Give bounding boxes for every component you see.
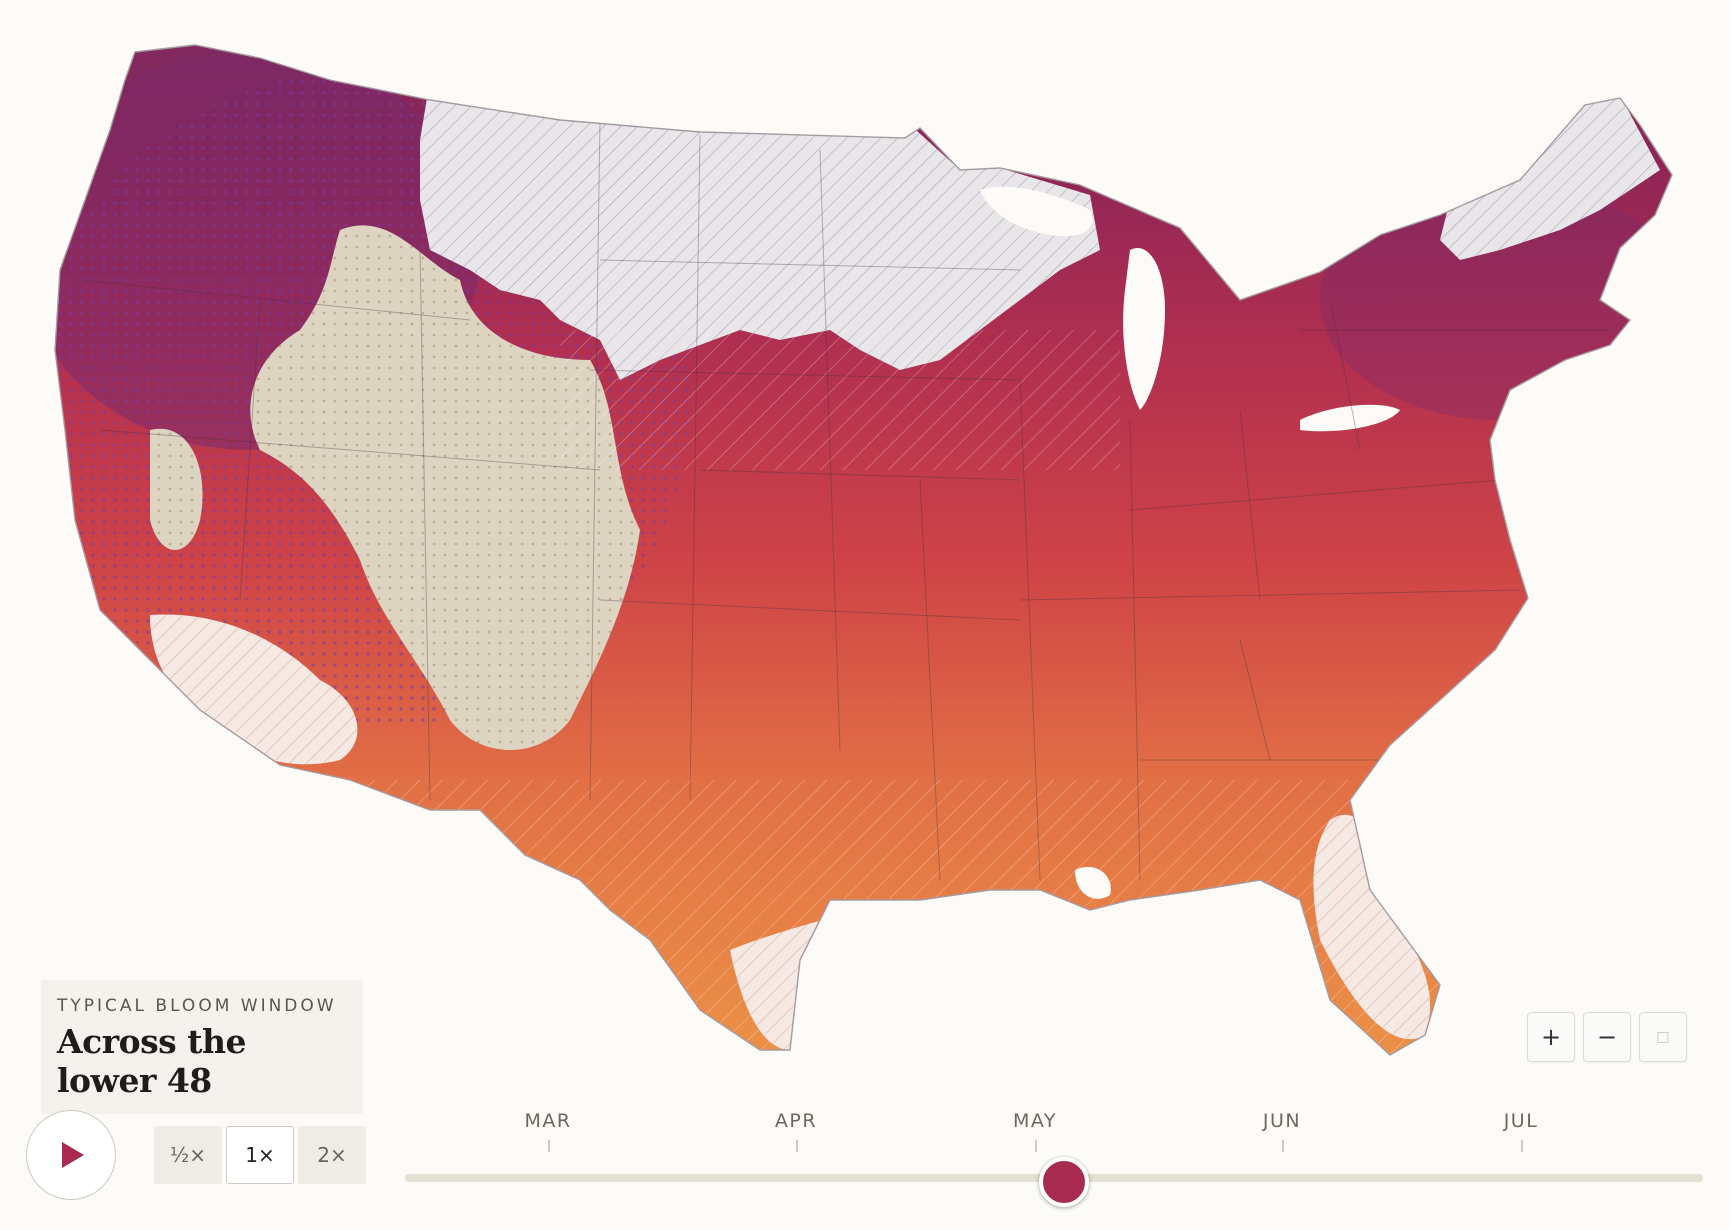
bloom-window-label: TYPICAL BLOOM WINDOW Across the lower 48: [41, 980, 363, 1114]
month-tick: [548, 1140, 550, 1152]
us-map-svg[interactable]: [0, 0, 1730, 1090]
zoom-reset-button[interactable]: □: [1639, 1012, 1687, 1062]
month-label-jun: JUN: [1262, 1110, 1302, 1132]
timeline-thumb[interactable]: [1039, 1157, 1090, 1207]
zoom-out-button[interactable]: −: [1583, 1012, 1631, 1062]
month-tick: [1521, 1140, 1523, 1152]
zoom-in-button[interactable]: +: [1527, 1012, 1575, 1062]
month-label-may: MAY: [1012, 1110, 1058, 1132]
bloom-map[interactable]: [0, 0, 1730, 1090]
timeline-slider[interactable]: MAR APR MAY JUN JUL: [405, 1108, 1705, 1218]
month-tick: [796, 1140, 798, 1152]
speed-2x-button[interactable]: 2×: [298, 1126, 366, 1184]
zoom-controls: + − □: [1527, 1012, 1687, 1062]
month-label-mar: MAR: [524, 1110, 572, 1132]
label-eyebrow: TYPICAL BLOOM WINDOW: [57, 996, 337, 1016]
map-fill-layer: [55, 45, 1672, 1055]
speed-1x-button[interactable]: 1×: [226, 1126, 294, 1184]
month-label-apr: APR: [774, 1110, 818, 1132]
speed-selector: ½× 1× 2×: [154, 1126, 366, 1184]
month-label-jul: JUL: [1503, 1110, 1539, 1132]
label-title: Across the lower 48: [57, 1022, 246, 1100]
month-tick: [1035, 1140, 1037, 1152]
play-button[interactable]: [26, 1110, 116, 1200]
month-tick: [1282, 1140, 1284, 1152]
speed-half-button[interactable]: ½×: [154, 1126, 222, 1184]
play-icon: [62, 1142, 84, 1168]
